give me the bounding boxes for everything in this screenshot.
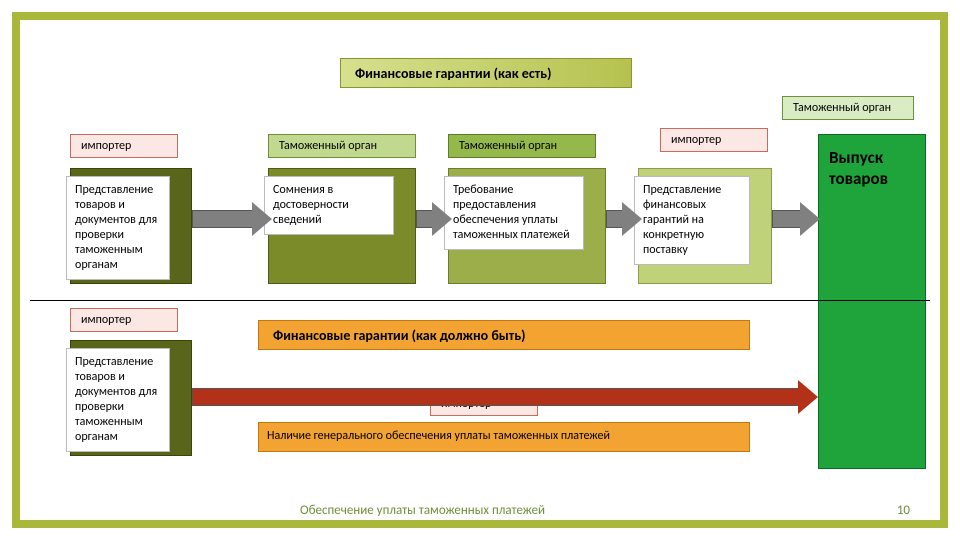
top-label-3: импортер bbox=[660, 128, 768, 152]
top-block-3: Представление финансовых гарантий на кон… bbox=[634, 176, 750, 265]
arrow-3 bbox=[772, 210, 800, 228]
release-goods-box: Выпуск товаров bbox=[818, 134, 926, 469]
mid-block: Представление товаров и документов для п… bbox=[66, 348, 170, 452]
bottom-block: Наличие генерального обеспечения уплаты … bbox=[258, 422, 750, 452]
arrow-0 bbox=[192, 210, 252, 228]
arrow-2-head bbox=[622, 202, 642, 236]
title-as-is-text: Финансовые гарантии (как есть) bbox=[355, 65, 551, 82]
top-label-2: Таможенный орган bbox=[448, 134, 596, 158]
page-number: 10 bbox=[897, 503, 910, 518]
page-number-text: 10 bbox=[897, 503, 910, 518]
customs-authority-text: Таможенный орган bbox=[793, 101, 891, 115]
arrow-2 bbox=[606, 210, 622, 228]
mid-label: импортер bbox=[70, 308, 178, 332]
footer-title: Обеспечение уплаты таможенных платежей bbox=[300, 503, 545, 518]
title-to-be-text: Финансовые гарантии (как должно быть) bbox=[273, 327, 526, 344]
top-block-0: Представление товаров и документов для п… bbox=[66, 176, 170, 280]
title-as-is: Финансовые гарантии (как есть) bbox=[340, 58, 632, 88]
top-block-1: Сомнения в достоверности сведений bbox=[264, 176, 394, 235]
footer-title-text: Обеспечение уплаты таможенных платежей bbox=[300, 503, 545, 518]
divider-0 bbox=[30, 300, 930, 301]
title-to-be: Финансовые гарантии (как должно быть) bbox=[258, 320, 750, 350]
release-goods-text: Выпуск товаров bbox=[829, 147, 888, 189]
arrow-1-head bbox=[432, 202, 452, 236]
arrow-3-head bbox=[800, 202, 820, 236]
top-label-0: импортер bbox=[70, 134, 178, 158]
customs-authority-label: Таможенный орган bbox=[782, 96, 914, 120]
arrow-0-head bbox=[252, 202, 272, 236]
top-label-1: Таможенный орган bbox=[268, 134, 416, 158]
arrow-4 bbox=[192, 388, 798, 406]
arrow-1 bbox=[416, 210, 432, 228]
top-block-2: Требование предоставления обеспечения уп… bbox=[444, 176, 584, 250]
arrow-4-head bbox=[798, 380, 818, 414]
